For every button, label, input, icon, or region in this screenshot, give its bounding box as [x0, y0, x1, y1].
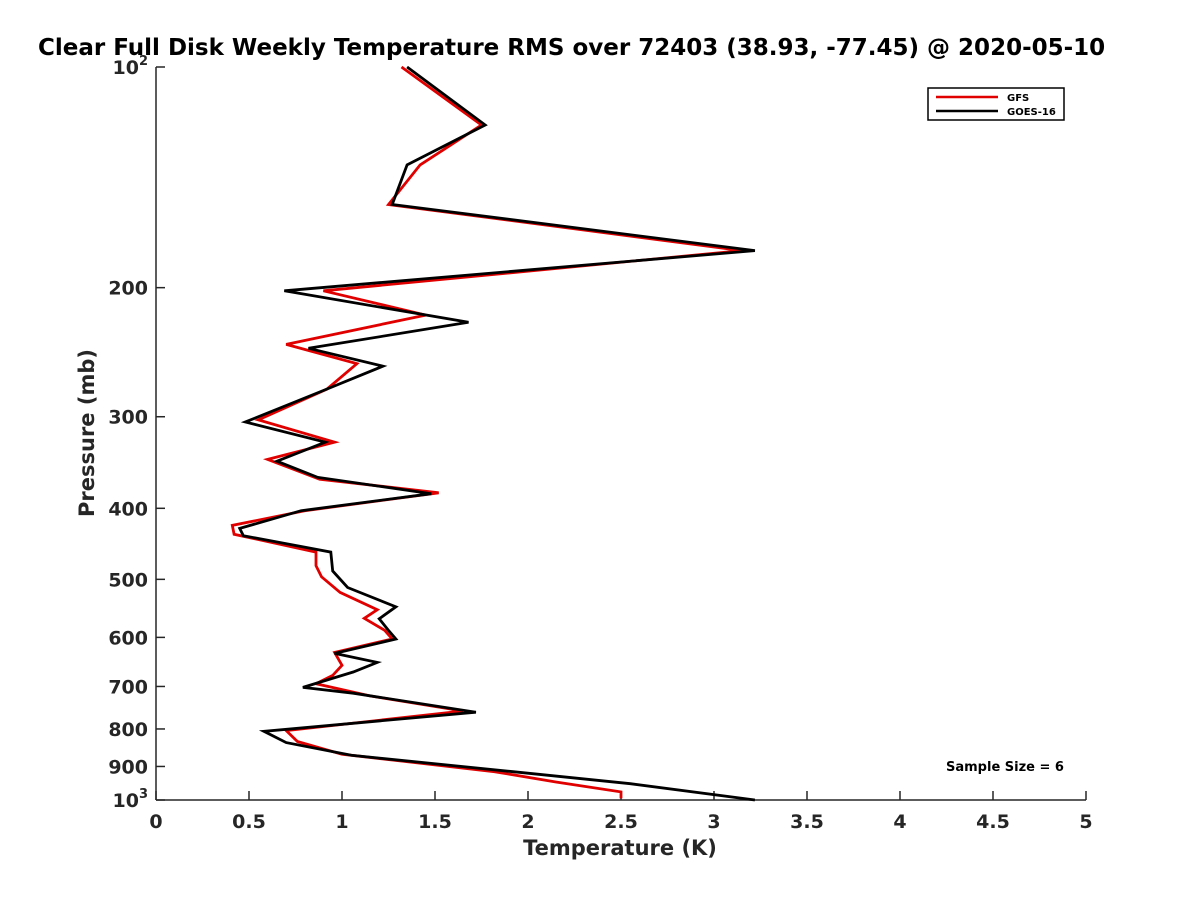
y-tick-label: 102 — [113, 54, 149, 79]
sample-size-annotation: Sample Size = 6 — [946, 760, 1064, 775]
x-tick-label: 1.5 — [418, 811, 452, 833]
chart-title: Clear Full Disk Weekly Temperature RMS o… — [38, 35, 1105, 61]
axes: 0 0.5 1 1.5 2 2.5 3 3.5 4 4.5 51022003004005006007… — [108, 54, 1092, 833]
y-tick-label-exponent: 3 — [139, 787, 148, 802]
x-tick-label: 4 — [893, 811, 906, 833]
y-tick-label: 900 — [108, 756, 148, 778]
x-tick-label: 4.5 — [976, 811, 1010, 833]
y-tick-label: 400 — [108, 498, 148, 520]
y-tick-label-base: 400 — [108, 498, 148, 520]
y-tick-label: 103 — [113, 787, 149, 812]
x-axis-label: Temperature (K) — [523, 836, 717, 860]
y-tick-label-base: 800 — [108, 719, 148, 741]
y-tick-label: 500 — [108, 569, 148, 591]
y-axis-label: Pressure (mb) — [75, 349, 99, 517]
y-tick-label-exponent: 2 — [139, 54, 148, 69]
legend-label: GOES-16 — [1007, 107, 1056, 118]
y-tick-label: 700 — [108, 676, 148, 698]
x-tick-label: 2 — [521, 811, 534, 833]
y-tick-label-base: 200 — [108, 278, 148, 300]
legend-box — [927, 87, 1065, 121]
y-tick-label-base: 700 — [108, 676, 148, 698]
x-tick-label: 1 — [335, 811, 348, 833]
x-tick-label: 3.5 — [790, 811, 824, 833]
y-tick-label-base: 500 — [108, 569, 148, 591]
legend-label: GFS — [1007, 93, 1029, 104]
y-tick-label-base: 900 — [108, 756, 148, 778]
x-tick-label: 0 — [149, 811, 162, 833]
y-tick-label: 800 — [108, 719, 148, 741]
x-tick-label: 0.5 — [232, 811, 266, 833]
x-tick-label: 2.5 — [604, 811, 638, 833]
series-line-goes-16 — [237, 65, 756, 802]
y-tick-label-base: 300 — [108, 407, 148, 429]
x-tick-label: 3 — [707, 811, 720, 833]
y-tick-label: 600 — [108, 627, 148, 649]
series-layer — [230, 65, 756, 802]
y-tick-label-base: 600 — [108, 627, 148, 649]
legend: GFS GOES-16 — [927, 87, 1065, 121]
x-tick-label: 5 — [1079, 811, 1092, 833]
y-tick-label-base: 10 — [113, 57, 139, 79]
y-tick-label-base: 10 — [113, 790, 139, 812]
y-tick-label: 200 — [108, 278, 148, 300]
y-tick-label: 300 — [108, 407, 148, 429]
